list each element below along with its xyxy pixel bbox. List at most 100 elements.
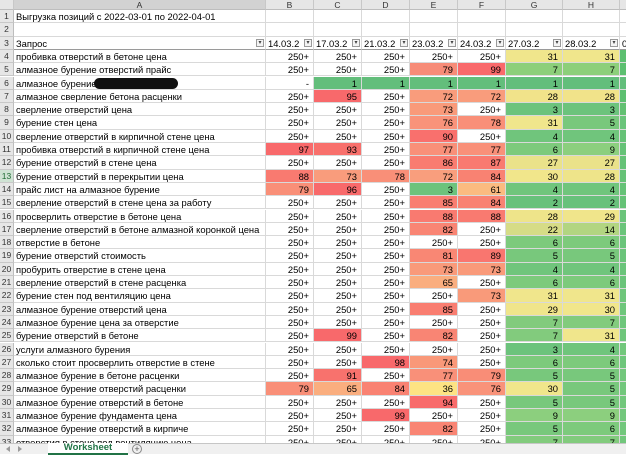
position-cell[interactable]: 250+ xyxy=(458,395,506,409)
position-cell[interactable]: 250+ xyxy=(314,156,362,170)
row-header[interactable]: 9 xyxy=(0,116,14,130)
position-cell[interactable]: 4 xyxy=(620,249,626,263)
position-cell[interactable]: 250+ xyxy=(266,116,314,130)
position-cell[interactable]: 6 xyxy=(506,355,563,370)
cell[interactable] xyxy=(506,10,563,24)
query-cell[interactable]: отверстия в стене под вентиляцию цена xyxy=(14,435,266,443)
position-cell[interactable]: 250+ xyxy=(362,49,410,64)
position-cell[interactable]: 250+ xyxy=(314,49,362,64)
position-cell[interactable]: 99 xyxy=(362,409,410,423)
position-cell[interactable]: 250+ xyxy=(362,196,410,210)
position-cell[interactable]: 7 xyxy=(506,63,563,77)
query-cell[interactable]: пробивка отверстий в бетоне цена xyxy=(14,49,266,64)
header-date[interactable]: 14.03.2 ▾ xyxy=(266,36,314,50)
position-cell[interactable]: 250+ xyxy=(362,222,410,237)
position-cell[interactable]: 94 xyxy=(410,395,458,409)
position-cell[interactable]: 4 xyxy=(620,262,626,276)
cell[interactable] xyxy=(458,23,506,37)
query-cell[interactable]: алмазное сверление бетона расценки xyxy=(14,89,266,104)
cell[interactable] xyxy=(563,10,620,24)
row-header[interactable]: 20 xyxy=(0,262,14,276)
position-cell[interactable]: 72 xyxy=(410,169,458,183)
position-cell[interactable]: 3 xyxy=(410,182,458,197)
position-cell[interactable]: 76 xyxy=(410,116,458,130)
position-cell[interactable]: 250+ xyxy=(314,276,362,290)
position-cell[interactable]: 5 xyxy=(563,369,620,383)
position-cell[interactable]: 250+ xyxy=(266,49,314,64)
row-header[interactable]: 18 xyxy=(0,236,14,250)
position-cell[interactable]: 73 xyxy=(410,262,458,276)
position-cell[interactable]: 250+ xyxy=(266,302,314,316)
row-header[interactable]: 6 xyxy=(0,76,14,90)
position-cell[interactable]: 3 xyxy=(563,103,620,117)
position-cell[interactable]: 250+ xyxy=(362,276,410,290)
position-cell[interactable]: 7 xyxy=(506,315,563,330)
position-cell[interactable]: 82 xyxy=(410,422,458,436)
position-cell[interactable]: 250+ xyxy=(362,302,410,316)
position-cell[interactable]: 250+ xyxy=(314,209,362,223)
position-cell[interactable]: 250+ xyxy=(362,369,410,383)
position-cell[interactable]: 250+ xyxy=(266,409,314,423)
position-cell[interactable]: 73 xyxy=(410,103,458,117)
query-cell[interactable]: сверление отверстий в стене расценка xyxy=(14,276,266,290)
row-header[interactable]: 4 xyxy=(0,49,14,64)
position-cell[interactable]: 250+ xyxy=(458,302,506,316)
position-cell[interactable]: 72 xyxy=(410,89,458,104)
position-cell[interactable]: 87 xyxy=(458,156,506,170)
cell[interactable] xyxy=(620,23,626,37)
filter-dropdown-icon[interactable]: ▾ xyxy=(610,38,618,47)
position-cell[interactable]: 250+ xyxy=(266,209,314,223)
position-cell[interactable]: 3 xyxy=(506,342,563,356)
position-cell[interactable]: 6 xyxy=(506,276,563,290)
position-cell[interactable]: 84 xyxy=(362,382,410,396)
position-cell[interactable]: 3 xyxy=(506,103,563,117)
position-cell[interactable]: 250+ xyxy=(362,395,410,409)
query-cell[interactable]: алмазное бурение фундамента цена xyxy=(14,409,266,423)
position-cell[interactable]: 31 xyxy=(506,289,563,303)
cell[interactable] xyxy=(314,10,362,24)
column-header-e[interactable]: E xyxy=(410,0,458,10)
position-cell[interactable]: 250+ xyxy=(314,249,362,263)
position-cell[interactable]: 6 xyxy=(563,236,620,250)
position-cell[interactable]: 250+ xyxy=(410,49,458,64)
position-cell[interactable]: 250+ xyxy=(314,422,362,436)
position-cell[interactable]: 250+ xyxy=(314,355,362,370)
row-header[interactable]: 21 xyxy=(0,276,14,290)
position-cell[interactable]: 250+ xyxy=(266,355,314,370)
position-cell[interactable]: 250+ xyxy=(266,196,314,210)
position-cell[interactable]: 88 xyxy=(458,209,506,223)
position-cell[interactable]: 250+ xyxy=(266,262,314,276)
column-header-g[interactable]: G xyxy=(506,0,563,10)
position-cell[interactable]: 250+ xyxy=(458,342,506,356)
position-cell[interactable]: 6 xyxy=(563,422,620,436)
query-cell[interactable]: пробивка отверстий в кирпичной стене цен… xyxy=(14,143,266,157)
position-cell[interactable]: 250+ xyxy=(458,355,506,370)
position-cell[interactable]: 82 xyxy=(410,222,458,237)
column-header-h[interactable]: H xyxy=(563,0,620,10)
row-header[interactable]: 33 xyxy=(0,435,14,443)
header-date[interactable]: 17.03.2 ▾ xyxy=(314,36,362,50)
position-cell[interactable]: 250+ xyxy=(314,196,362,210)
filter-dropdown-icon[interactable]: ▾ xyxy=(448,38,456,47)
row-header[interactable]: 17 xyxy=(0,222,14,237)
position-cell[interactable]: 250+ xyxy=(362,249,410,263)
query-cell[interactable]: просверлить отверстие в бетоне цена xyxy=(14,209,266,223)
position-cell[interactable]: 89 xyxy=(458,249,506,263)
position-cell[interactable]: 250+ xyxy=(410,289,458,303)
position-cell[interactable]: 1 xyxy=(314,76,362,90)
position-cell[interactable]: 6 xyxy=(620,435,626,443)
position-cell[interactable]: 99 xyxy=(458,63,506,77)
filter-dropdown-icon[interactable]: ▾ xyxy=(352,38,360,47)
sheet-tab-worksheet[interactable]: Worksheet xyxy=(48,443,128,455)
column-header-b[interactable]: B xyxy=(266,0,314,10)
position-cell[interactable]: 250+ xyxy=(314,409,362,423)
position-cell[interactable]: 250+ xyxy=(266,129,314,143)
position-cell[interactable]: 250+ xyxy=(410,435,458,443)
row-header[interactable]: 12 xyxy=(0,156,14,170)
position-cell[interactable]: 30 xyxy=(506,169,563,183)
column-header-f[interactable]: F xyxy=(458,0,506,10)
position-cell[interactable]: 5 xyxy=(620,315,626,330)
position-cell[interactable]: 7 xyxy=(563,63,620,77)
header-date[interactable]: 01.04.2▾ xyxy=(620,37,626,50)
position-cell[interactable]: 250+ xyxy=(266,422,314,436)
